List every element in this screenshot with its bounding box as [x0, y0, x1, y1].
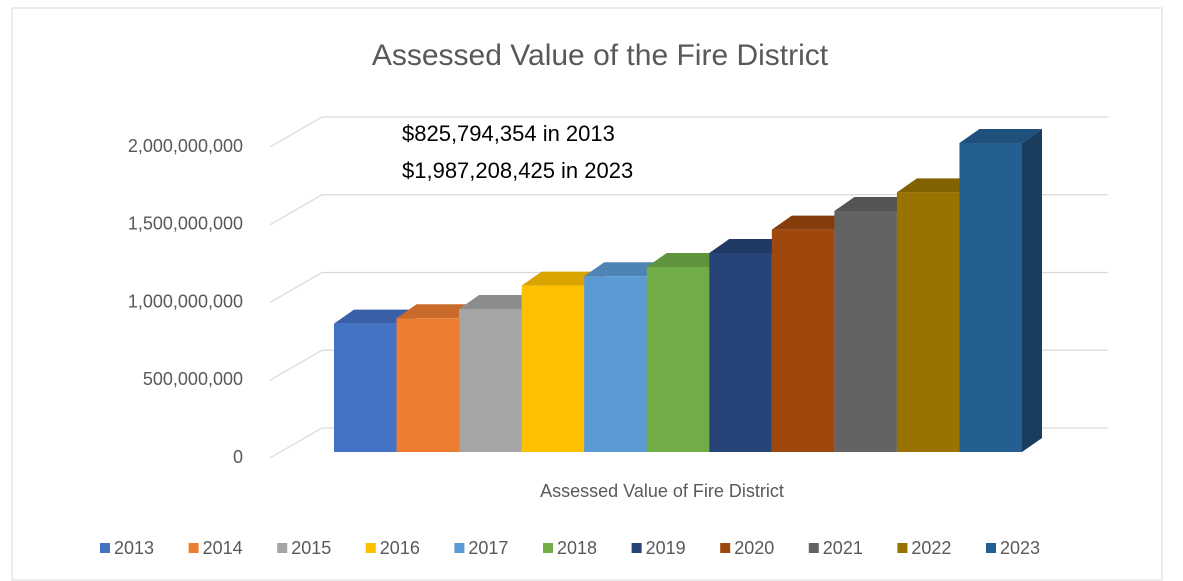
legend-label: 2020 [734, 538, 774, 558]
legend-swatch [631, 543, 642, 553]
bar-top [834, 196, 917, 211]
grid-line [269, 116, 1108, 148]
legend-swatch [365, 543, 376, 553]
legend-swatch [986, 543, 996, 553]
legend-label: 2013 [114, 538, 154, 558]
bar-top [646, 252, 730, 267]
chart-title: Assessed Value of the Fire District [372, 39, 829, 72]
legend-swatch [808, 543, 819, 553]
legend-swatch [543, 543, 553, 553]
bar-top [959, 128, 1042, 143]
y-tick-label: 1,000,000,000 [128, 291, 243, 311]
bar [709, 252, 772, 452]
bar-top [584, 262, 667, 277]
x-axis-category: Assessed Value of Fire District [540, 481, 784, 501]
legend-label: 2014 [203, 538, 243, 558]
legend-label: 2018 [557, 538, 597, 558]
bar [459, 308, 522, 452]
legend-label: 2021 [823, 538, 863, 558]
annotation: $1,987,208,425 in 2023 [402, 158, 633, 183]
bar [771, 229, 835, 452]
bar [396, 318, 460, 452]
y-tick-label: 500,000,000 [143, 369, 243, 389]
legend-label: 2019 [646, 538, 686, 558]
legend-label: 2017 [468, 538, 508, 558]
y-tick-label: 2,000,000,000 [128, 136, 243, 156]
legend-label: 2022 [911, 538, 951, 558]
legend-label: 2016 [380, 538, 420, 558]
annotation: $825,794,354 in 2013 [402, 121, 615, 146]
y-tick-label: 1,500,000,000 [128, 214, 243, 234]
legend-label: 2015 [291, 538, 331, 558]
bar [896, 192, 960, 452]
legend-label: 2023 [1000, 538, 1040, 558]
bar [646, 266, 710, 452]
legend-swatch [277, 543, 288, 553]
legend-swatch [454, 543, 465, 553]
y-tick-label: 0 [233, 447, 243, 467]
bar [834, 210, 897, 452]
bar [521, 285, 585, 452]
bar-top [334, 309, 417, 324]
grid-line [269, 194, 1108, 226]
legend-swatch [100, 543, 110, 553]
bar [334, 323, 397, 452]
bar-side [1022, 128, 1042, 453]
bar-top [771, 215, 855, 230]
bar-top [709, 238, 792, 253]
legend-swatch [897, 543, 908, 553]
bar [584, 276, 647, 452]
legend-swatch [720, 543, 731, 553]
bar-top [396, 304, 480, 319]
bar [959, 142, 1022, 453]
bar-top [521, 271, 605, 286]
bar-top [459, 294, 542, 309]
bar-top [896, 178, 980, 193]
legend-swatch [188, 543, 199, 553]
